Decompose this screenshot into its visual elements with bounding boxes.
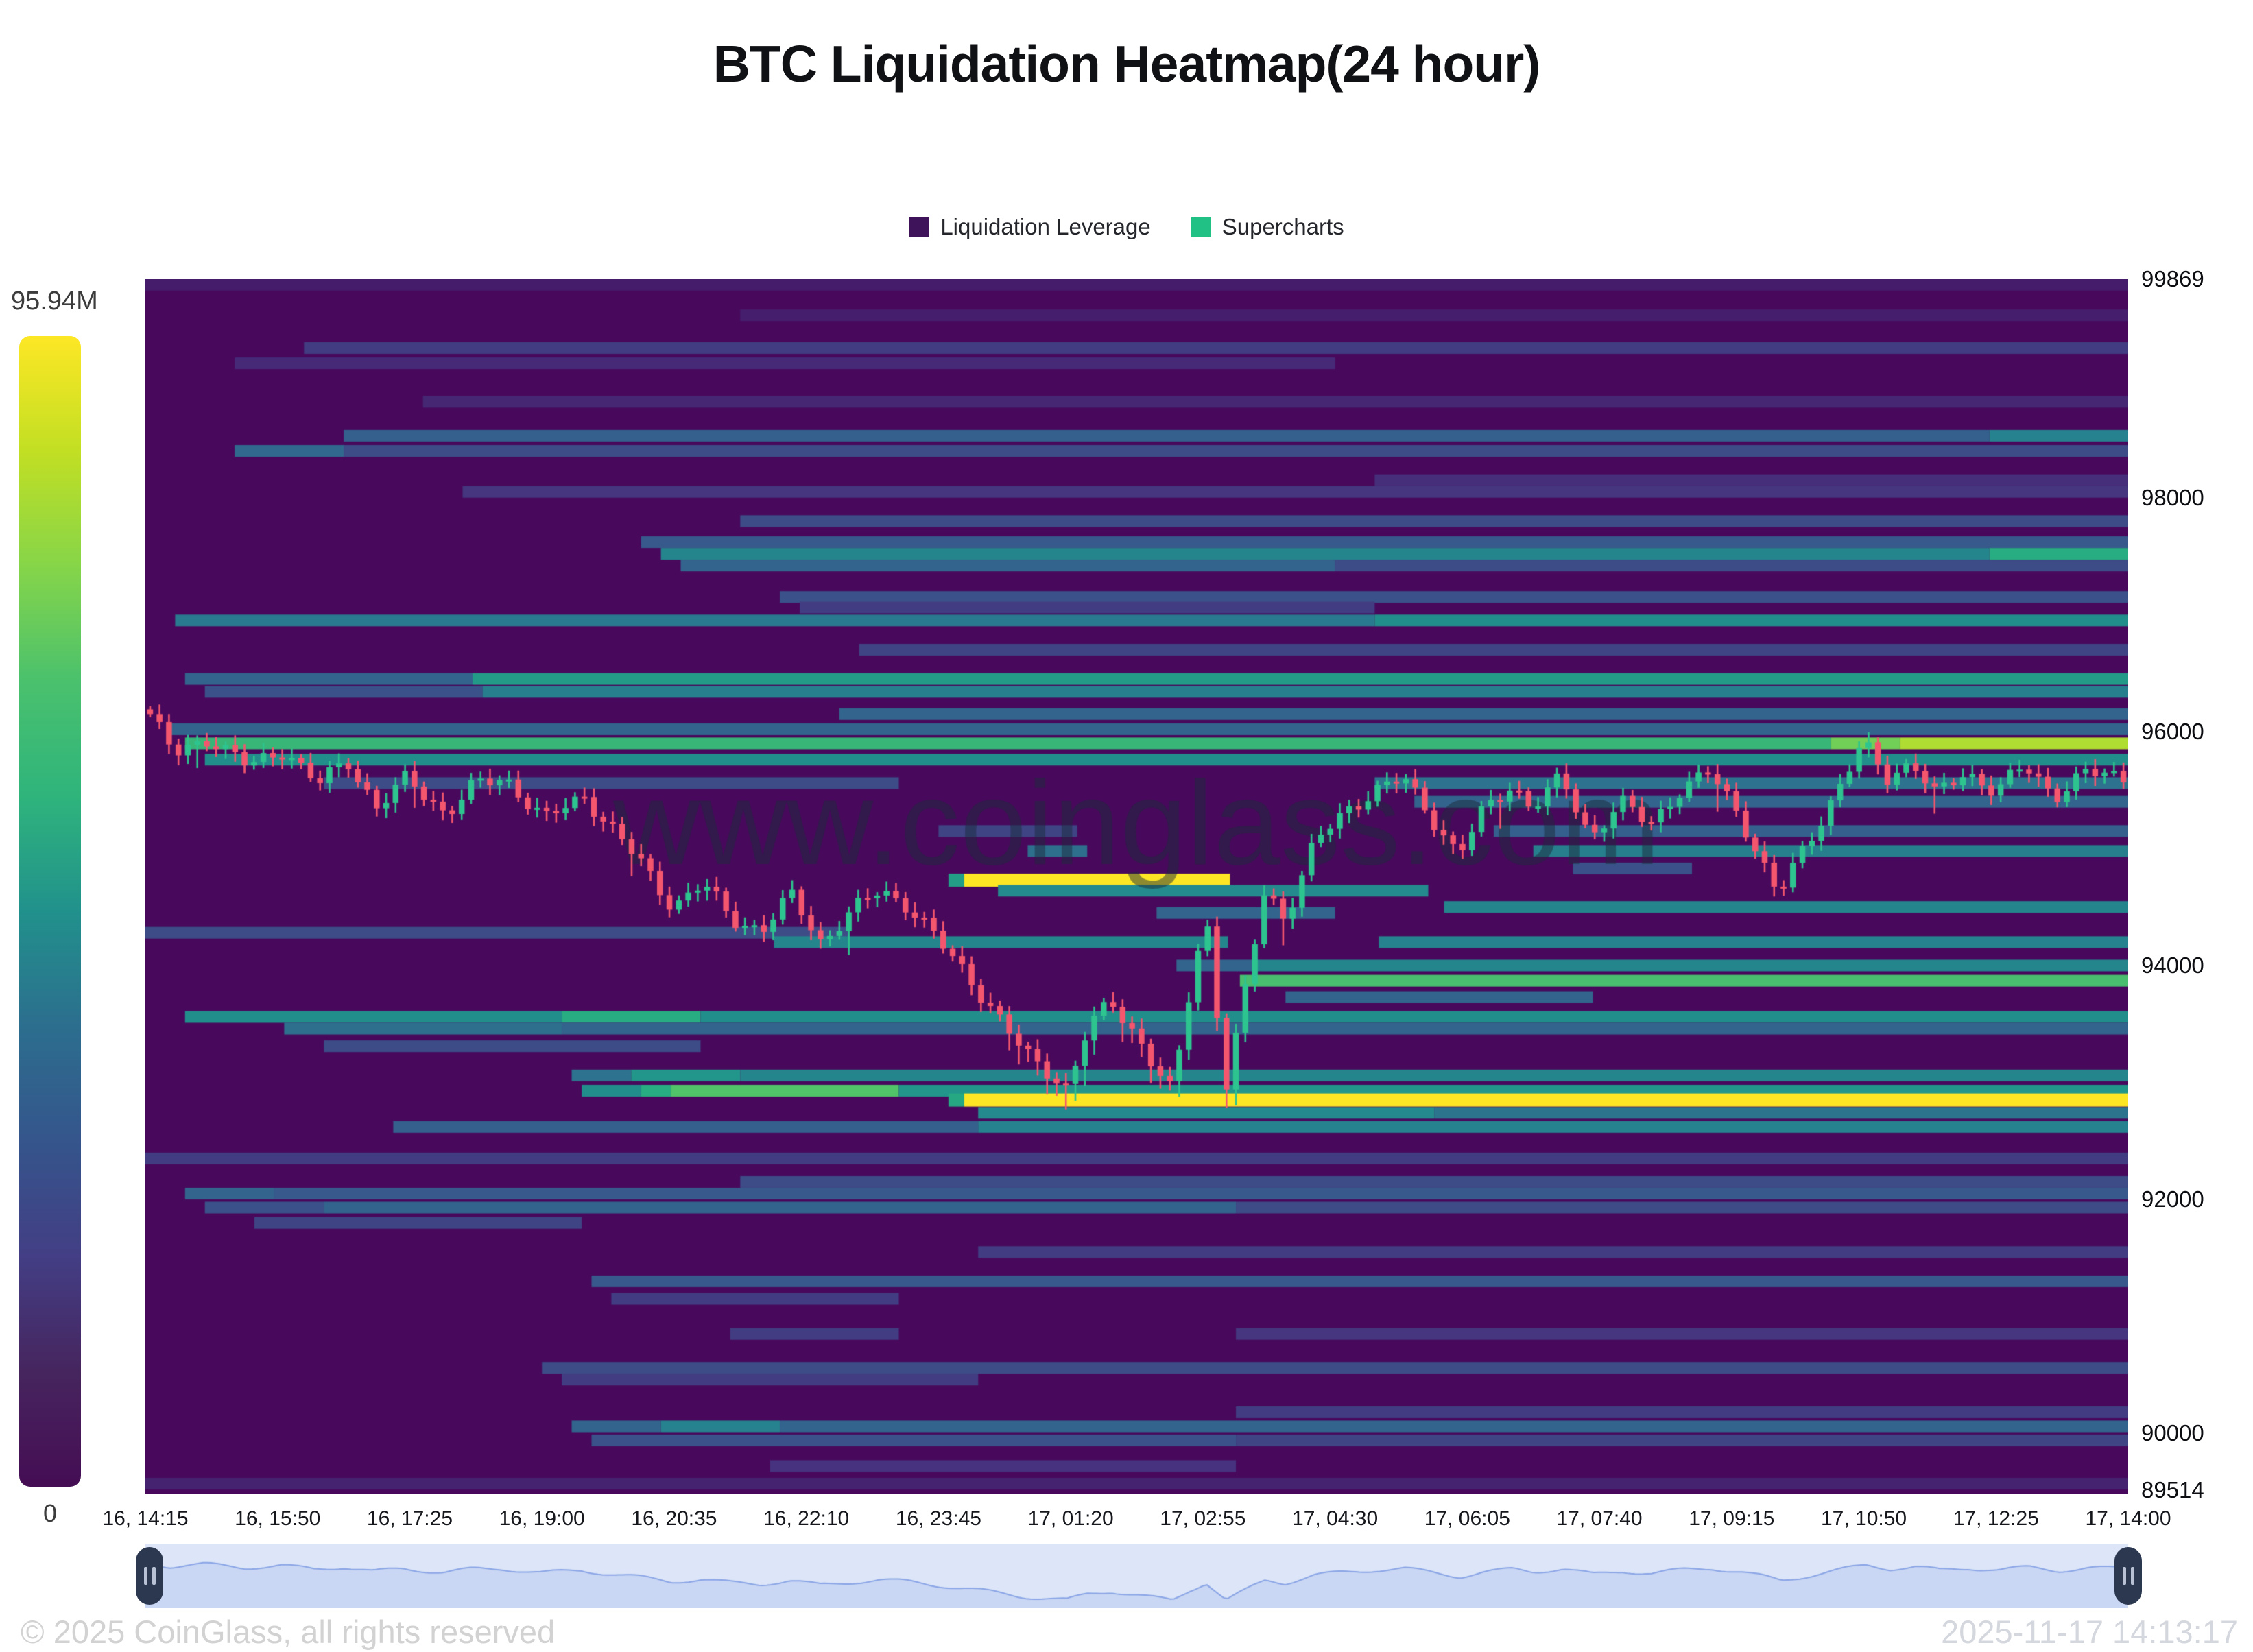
x-axis-label: 16, 22:10 bbox=[763, 1507, 850, 1530]
x-axis-label: 17, 12:25 bbox=[1953, 1507, 2039, 1530]
x-axis-label: 17, 04:30 bbox=[1292, 1507, 1379, 1530]
y-axis-label: 94000 bbox=[2141, 952, 2204, 978]
pause-icon bbox=[2122, 1567, 2126, 1585]
x-axis-label: 16, 14:15 bbox=[102, 1507, 189, 1530]
x-axis-label: 17, 09:15 bbox=[1689, 1507, 1775, 1530]
x-axis-label: 17, 10:50 bbox=[1820, 1507, 1907, 1530]
x-axis-label: 16, 20:35 bbox=[631, 1507, 717, 1530]
legend-swatch-green-icon bbox=[1190, 217, 1211, 237]
x-axis-label: 16, 23:45 bbox=[895, 1507, 981, 1530]
colorbar-max-label: 95.94M bbox=[11, 287, 98, 315]
colorbar-gradient bbox=[19, 336, 81, 1487]
x-axis-label: 16, 19:00 bbox=[499, 1507, 585, 1530]
legend-label: Supercharts bbox=[1221, 214, 1344, 239]
x-axis-label: 17, 14:00 bbox=[2085, 1507, 2171, 1530]
legend-label: Liquidation Leverage bbox=[940, 214, 1151, 239]
x-axis-label: 16, 15:50 bbox=[235, 1507, 321, 1530]
y-axis-label: 89514 bbox=[2141, 1477, 2204, 1503]
pause-icon bbox=[152, 1567, 156, 1585]
y-axis-label: 99869 bbox=[2141, 266, 2204, 291]
page-title: BTC Liquidation Heatmap(24 hour) bbox=[713, 35, 1541, 93]
navigator-handle-right[interactable] bbox=[2114, 1547, 2142, 1605]
x-axis-label: 17, 01:20 bbox=[1027, 1507, 1114, 1530]
timestamp-text: 2025-11-17 14:13:17 bbox=[1941, 1614, 2238, 1650]
x-axis-label: 17, 07:40 bbox=[1556, 1507, 1643, 1530]
pause-icon bbox=[143, 1567, 147, 1585]
y-axis-label: 90000 bbox=[2141, 1420, 2204, 1446]
navigator-canvas[interactable] bbox=[145, 1544, 2128, 1608]
legend: Liquidation Leverage Supercharts bbox=[0, 214, 2253, 240]
x-axis-label: 17, 06:05 bbox=[1424, 1507, 1510, 1530]
colorbar-min-label: 0 bbox=[43, 1499, 58, 1527]
y-axis-label: 92000 bbox=[2141, 1186, 2204, 1212]
x-axis-label: 16, 17:25 bbox=[366, 1507, 453, 1530]
legend-swatch-purple-icon bbox=[909, 217, 930, 237]
y-axis-label: 96000 bbox=[2141, 718, 2204, 744]
heatmap-canvas[interactable] bbox=[145, 279, 2128, 1494]
legend-item-supercharts[interactable]: Supercharts bbox=[1190, 214, 1344, 240]
pause-icon bbox=[2130, 1567, 2134, 1585]
y-axis-label: 98000 bbox=[2141, 484, 2204, 510]
copyright-text: © 2025 CoinGlass, all rights reserved bbox=[21, 1614, 556, 1650]
x-axis-label: 17, 02:55 bbox=[1160, 1507, 1246, 1530]
navigator-handle-left[interactable] bbox=[136, 1547, 163, 1605]
legend-item-liquidation-leverage[interactable]: Liquidation Leverage bbox=[909, 214, 1151, 240]
